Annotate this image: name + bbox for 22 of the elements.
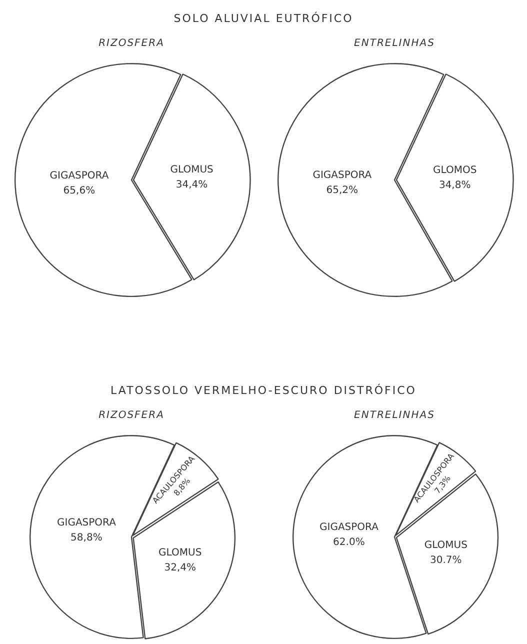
slice-label: GIGASPORA <box>312 170 372 181</box>
slice-label: GIGASPORA <box>50 170 109 182</box>
slice-label: GLOMUS <box>158 547 202 558</box>
chart-title: RIZOSFERA <box>98 38 166 49</box>
data-label: 58,8% <box>70 532 102 544</box>
data-label: 65,6% <box>63 185 96 196</box>
slice-label: GLOMUS <box>170 164 214 176</box>
text: LATOSSOLO VERMELHO-ESCURO DISTRÓFICO <box>110 384 418 397</box>
slice-label: GIGASPORA <box>56 517 116 528</box>
text: SOLO ALUVIAL EUTRÓFICO <box>172 12 354 25</box>
chart-title: ENTRELINHAS <box>353 410 436 421</box>
slice-label: GLOMOS <box>432 165 477 176</box>
data-label: 34,8% <box>438 180 471 192</box>
data-label: 34,4% <box>176 179 208 190</box>
slice-label: GLOMUS <box>424 540 468 551</box>
chart-title: RIZOSFERA <box>98 410 166 421</box>
data-label: 62.0% <box>333 536 365 548</box>
chart-title: ENTRELINHAS <box>353 38 436 49</box>
slice-label: GIGASPORA <box>319 522 379 533</box>
data-label: 30.7% <box>430 554 462 566</box>
data-label: 32,4% <box>164 562 196 574</box>
data-label: 65,2% <box>326 184 358 196</box>
